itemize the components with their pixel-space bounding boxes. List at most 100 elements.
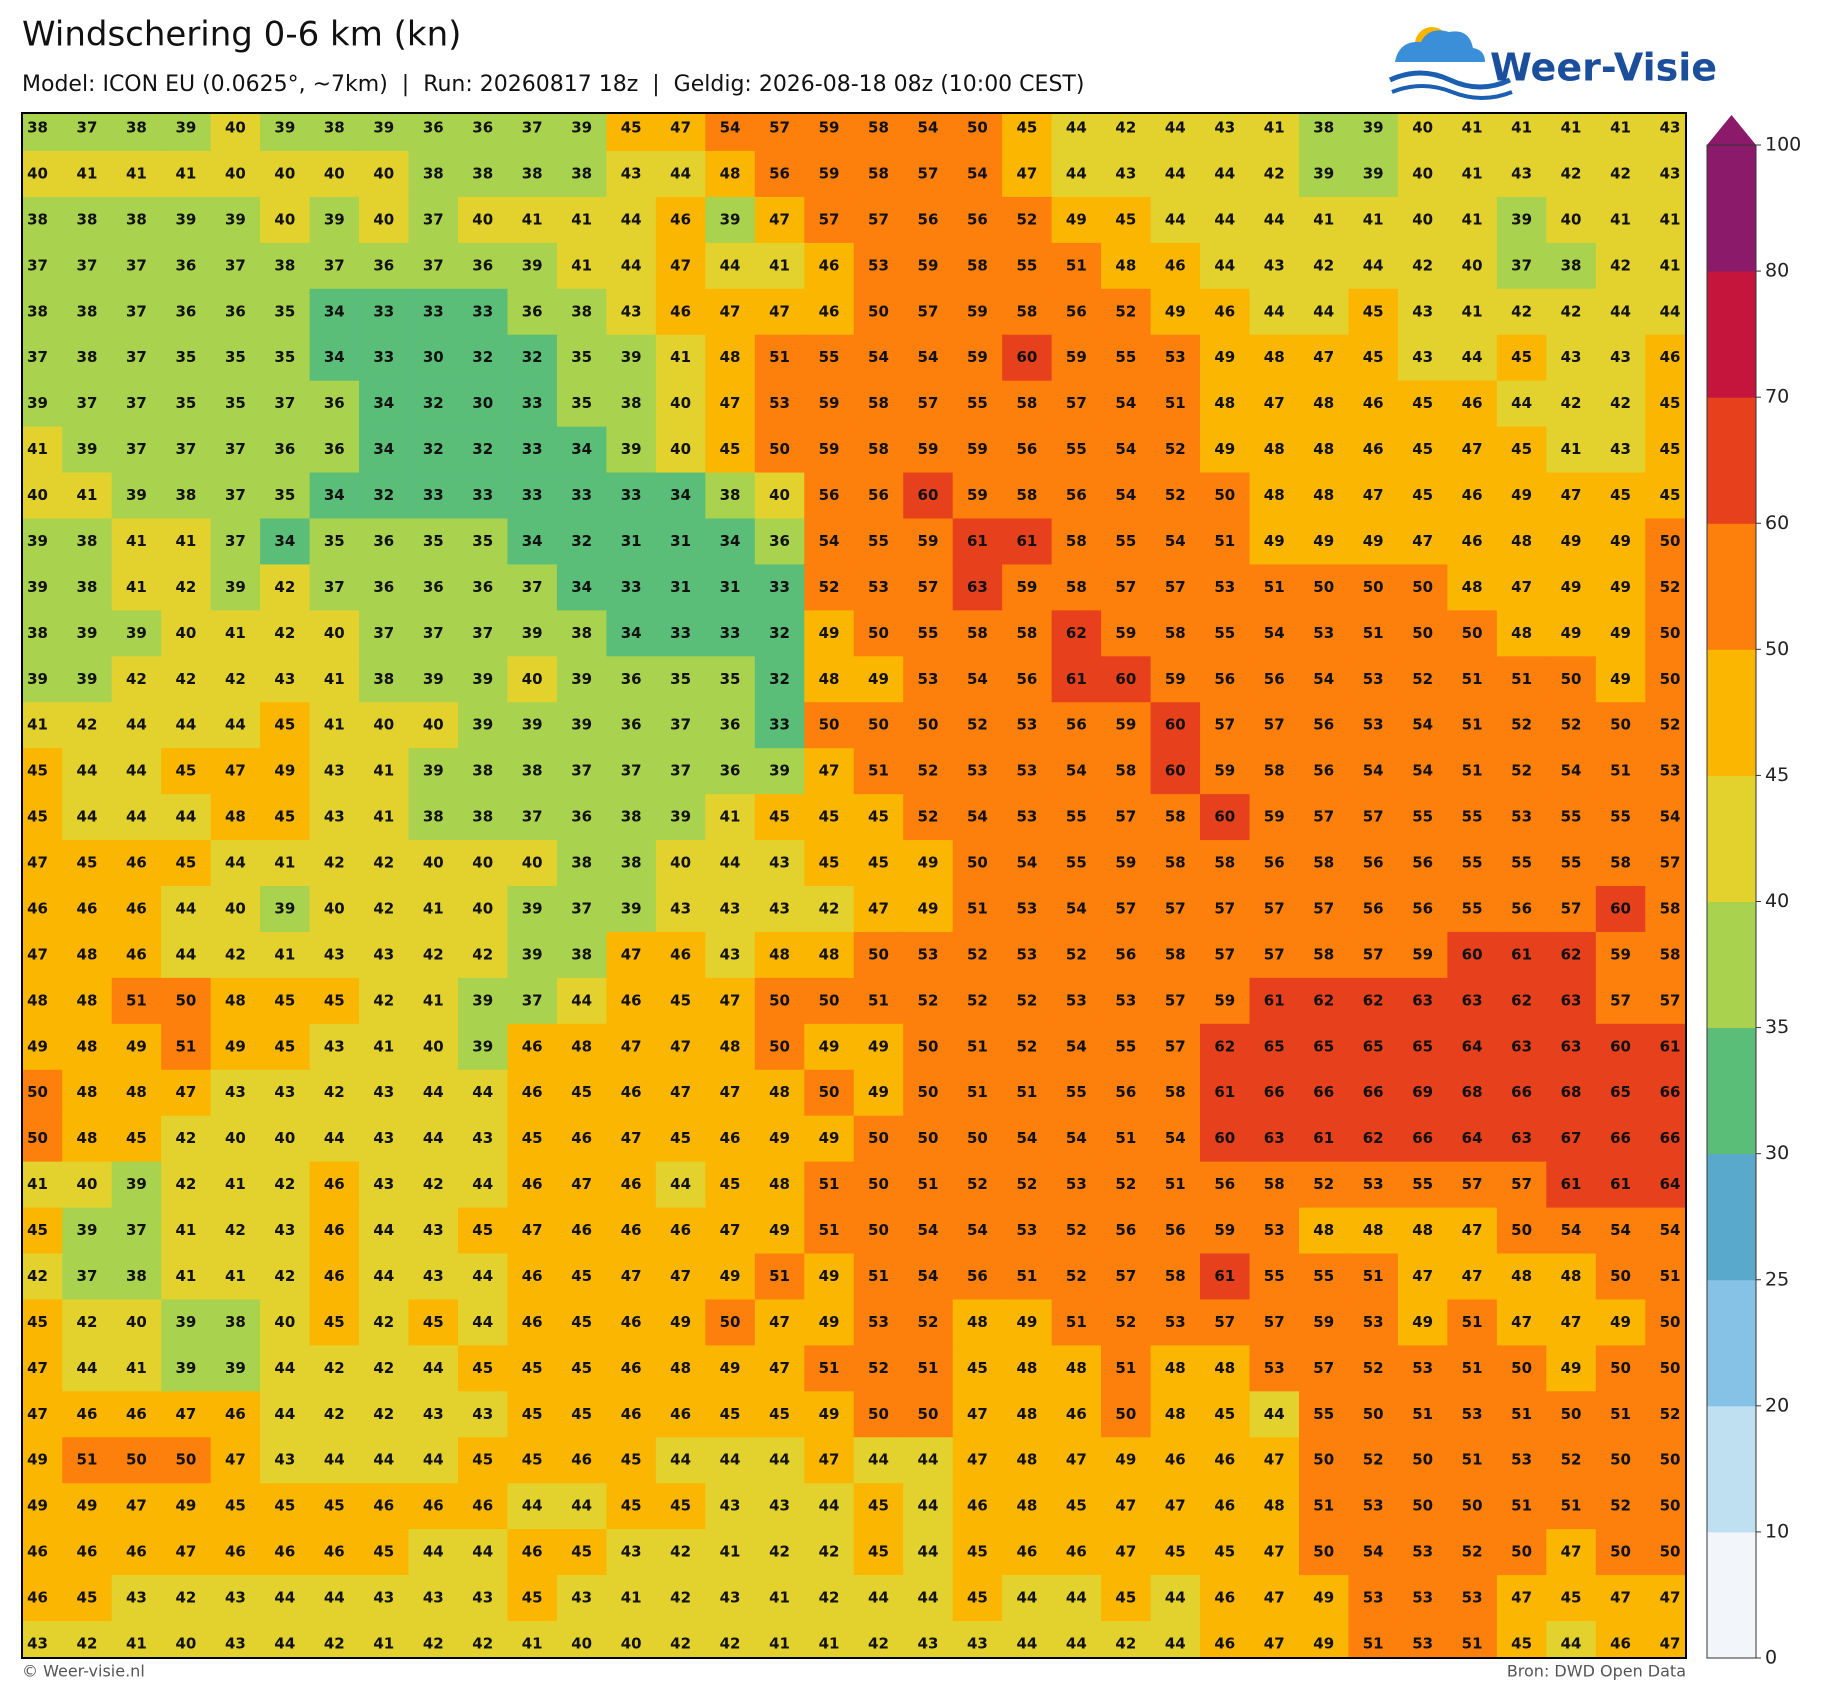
shear-cell xyxy=(260,794,311,841)
shear-cell xyxy=(161,564,212,611)
shear-value: 52 xyxy=(918,991,939,1009)
colorbar-label: 60 xyxy=(1765,512,1789,534)
shear-value: 41 xyxy=(1462,210,1483,228)
shear-value: 53 xyxy=(1660,762,1681,780)
shear-cell xyxy=(705,564,756,611)
shear-value: 50 xyxy=(1660,670,1681,688)
shear-cell xyxy=(655,472,706,519)
shear-value: 41 xyxy=(373,1037,394,1055)
shear-cell xyxy=(606,886,657,933)
shear-value: 43 xyxy=(324,945,345,963)
shear-value: 45 xyxy=(868,808,889,826)
shear-value: 58 xyxy=(868,164,889,182)
shear-cell xyxy=(556,242,607,290)
shear-value: 43 xyxy=(1660,164,1681,182)
shear-value: 38 xyxy=(225,1313,246,1331)
shear-value: 45 xyxy=(1363,348,1384,366)
shear-value: 45 xyxy=(373,1543,394,1561)
shear-value: 50 xyxy=(918,1083,939,1101)
shear-value: 43 xyxy=(918,1635,939,1653)
shear-value: 46 xyxy=(670,210,691,228)
shear-value: 46 xyxy=(522,1267,543,1285)
shear-value: 50 xyxy=(1561,1405,1582,1423)
shear-value: 52 xyxy=(1511,762,1532,780)
shear-value: 53 xyxy=(868,578,889,596)
shear-cell xyxy=(1447,702,1498,749)
shear-value: 43 xyxy=(1660,119,1681,137)
shear-value: 51 xyxy=(967,1037,988,1055)
shear-value: 49 xyxy=(769,1221,790,1239)
shear-cell xyxy=(1200,840,1251,887)
shear-value: 49 xyxy=(1165,302,1186,320)
shear-value: 40 xyxy=(1462,256,1483,274)
shear-cell xyxy=(457,840,508,887)
shear-value: 44 xyxy=(472,1313,493,1331)
shear-cell xyxy=(952,564,1003,611)
shear-value: 45 xyxy=(967,1589,988,1607)
shear-cell xyxy=(1348,150,1399,198)
shear-cell xyxy=(111,150,162,198)
shear-value: 57 xyxy=(1214,945,1235,963)
shear-value: 35 xyxy=(225,394,246,412)
shear-cell xyxy=(754,150,805,198)
shear-value: 62 xyxy=(1363,991,1384,1009)
shear-value: 46 xyxy=(670,1221,691,1239)
shear-cell xyxy=(804,702,855,749)
shear-cell xyxy=(754,288,805,336)
shear-cell xyxy=(1447,380,1498,428)
shear-value: 46 xyxy=(1363,394,1384,412)
shear-value: 38 xyxy=(423,808,444,826)
shear-cell xyxy=(260,656,311,703)
shear-value: 43 xyxy=(423,1221,444,1239)
shear-value: 44 xyxy=(1660,302,1681,320)
shear-value: 44 xyxy=(225,716,246,734)
shear-cell xyxy=(1200,150,1251,198)
shear-value: 61 xyxy=(1016,532,1037,550)
shear-value: 57 xyxy=(1660,854,1681,872)
shear-value: 48 xyxy=(1412,1221,1433,1239)
shear-value: 56 xyxy=(1115,1221,1136,1239)
shear-cell xyxy=(1298,564,1349,611)
shear-value: 44 xyxy=(720,1451,741,1469)
shear-cell xyxy=(161,113,212,152)
shear-cell xyxy=(556,113,607,152)
shear-value: 36 xyxy=(175,256,196,274)
shear-value: 48 xyxy=(1313,486,1334,504)
shear-value: 53 xyxy=(1363,670,1384,688)
shear-cell xyxy=(952,334,1003,382)
shear-value: 53 xyxy=(1363,1497,1384,1515)
shear-value: 49 xyxy=(1561,1359,1582,1377)
shear-cell xyxy=(1200,426,1251,474)
shear-value: 38 xyxy=(27,210,48,228)
shear-cell xyxy=(1645,426,1687,474)
shear-value: 47 xyxy=(868,899,889,917)
colorbar-label: 30 xyxy=(1765,1142,1789,1164)
shear-value: 50 xyxy=(1412,624,1433,642)
shear-value: 43 xyxy=(27,1635,48,1653)
shear-value: 47 xyxy=(1511,1589,1532,1607)
shear-value: 52 xyxy=(1115,1175,1136,1193)
shear-cell xyxy=(161,380,212,428)
shear-value: 43 xyxy=(967,1635,988,1653)
shear-value: 45 xyxy=(1115,1589,1136,1607)
shear-cell xyxy=(1447,794,1498,841)
shear-value: 50 xyxy=(1610,1359,1631,1377)
shear-value: 42 xyxy=(324,854,345,872)
shear-cell xyxy=(22,113,63,152)
shear-value: 61 xyxy=(967,532,988,550)
shear-value: 37 xyxy=(126,348,147,366)
shear-cell xyxy=(507,334,558,382)
shear-cell xyxy=(1101,748,1152,795)
shear-value: 50 xyxy=(868,624,889,642)
shear-cell xyxy=(507,472,558,519)
shear-value: 46 xyxy=(670,302,691,320)
shear-value: 42 xyxy=(472,945,493,963)
shear-cell xyxy=(754,610,805,657)
shear-cell xyxy=(556,794,607,841)
shear-cell xyxy=(556,840,607,887)
shear-value: 38 xyxy=(274,256,295,274)
shear-cell xyxy=(111,472,162,519)
shear-value: 52 xyxy=(1165,486,1186,504)
shear-value: 41 xyxy=(126,532,147,550)
shear-cell xyxy=(111,113,162,152)
